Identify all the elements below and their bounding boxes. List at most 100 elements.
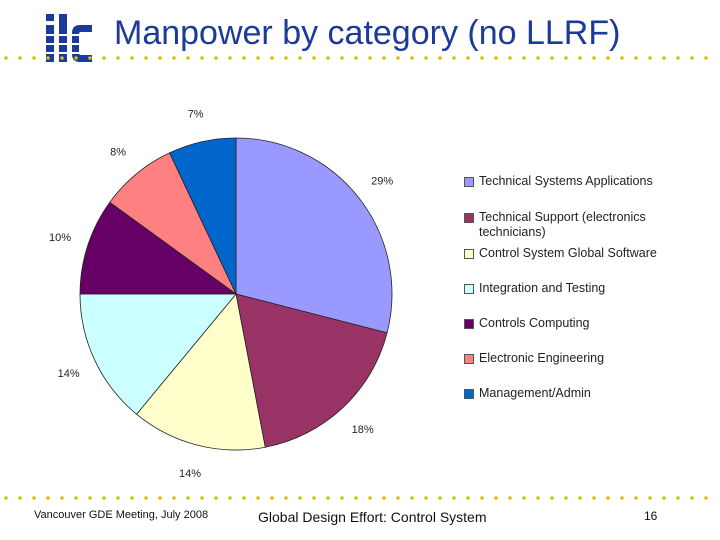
footer-title: Global Design Effort: Control System [258,509,487,525]
rule-dot [242,56,246,60]
legend-item: Technical Systems Applications [464,174,689,189]
legend-label: Technical Support (electronics technicia… [479,210,646,239]
legend-item: Management/Admin [464,386,689,401]
slice-value-label: 10% [49,232,71,244]
rule-dot [578,496,582,500]
legend-swatch [464,284,474,294]
rule-dot [578,56,582,60]
rule-dot [466,496,470,500]
rule-dot [200,496,204,500]
rule-dot [438,56,442,60]
rule-dot [592,56,596,60]
rule-dot [480,496,484,500]
page-title: Manpower by category (no LLRF) [114,14,621,52]
rule-dot [508,56,512,60]
legend-label: Technical Systems Applications [479,174,653,188]
rule-dot [228,56,232,60]
legend-item: Control System Global Software [464,246,689,261]
rule-dot [340,496,344,500]
rule-dot [186,56,190,60]
rule-dot [74,56,78,60]
rule-dot [172,56,176,60]
rule-dot [536,496,540,500]
footer-meeting: Vancouver GDE Meeting, July 2008 [34,509,209,521]
legend-swatch [464,177,474,187]
slice-value-label: 18% [352,424,374,436]
rule-dot [312,496,316,500]
rule-dot [354,496,358,500]
rule-dot [494,496,498,500]
slice-value-label: 7% [188,108,204,120]
legend-swatch [464,213,474,223]
top-dotted-rule [4,56,708,60]
rule-dot [396,496,400,500]
rule-dot [186,496,190,500]
rule-dot [382,56,386,60]
rule-dot [634,56,638,60]
rule-dot [144,56,148,60]
ilc-logo [42,14,96,62]
legend-label: Controls Computing [479,316,590,330]
rule-dot [270,496,274,500]
rule-dot [424,496,428,500]
rule-dot [480,56,484,60]
rule-dot [74,496,78,500]
rule-dot [88,56,92,60]
rule-dot [158,56,162,60]
rule-dot [550,56,554,60]
legend-swatch [464,319,474,329]
rule-dot [396,56,400,60]
legend-label: Electronic Engineering [479,351,605,365]
legend-swatch [464,354,474,364]
rule-dot [648,56,652,60]
rule-dot [466,56,470,60]
pie-slice [79,293,237,415]
rule-dot [102,56,106,60]
rule-dot [550,496,554,500]
rule-dot [270,56,274,60]
rule-dot [18,496,22,500]
rule-dot [32,56,36,60]
rule-dot [620,56,624,60]
rule-dot [326,56,330,60]
rule-dot [60,56,64,60]
legend-label: Integration and Testing [479,281,606,295]
rule-dot [606,56,610,60]
rule-dot [354,56,358,60]
rule-dot [298,496,302,500]
rule-dot [312,56,316,60]
rule-dot [46,56,50,60]
rule-dot [662,496,666,500]
rule-dot [438,496,442,500]
rule-dot [214,496,218,500]
rule-dot [508,496,512,500]
rule-dot [298,56,302,60]
rule-dot [130,496,134,500]
rule-dot [368,56,372,60]
rule-dot [382,496,386,500]
legend-swatch [464,389,474,399]
pie-slice [169,137,237,295]
rule-dot [452,56,456,60]
rule-dot [88,496,92,500]
rule-dot [676,56,680,60]
legend-label: Control System Global Software [479,246,657,260]
pie-slice [135,293,266,451]
rule-dot [536,56,540,60]
rule-dot [494,56,498,60]
rule-dot [4,496,8,500]
pie-slice [235,137,393,334]
rule-dot [130,56,134,60]
legend-item: Technical Support (electronics technicia… [464,210,689,240]
rule-dot [690,496,694,500]
rule-dot [32,496,36,500]
slice-value-label: 14% [179,468,201,480]
pie-slice [235,293,388,448]
page-number: 16 [644,509,658,523]
rule-dot [676,496,680,500]
rule-dot [648,496,652,500]
bottom-dotted-rule [4,496,708,500]
rule-dot [424,56,428,60]
rule-dot [620,496,624,500]
